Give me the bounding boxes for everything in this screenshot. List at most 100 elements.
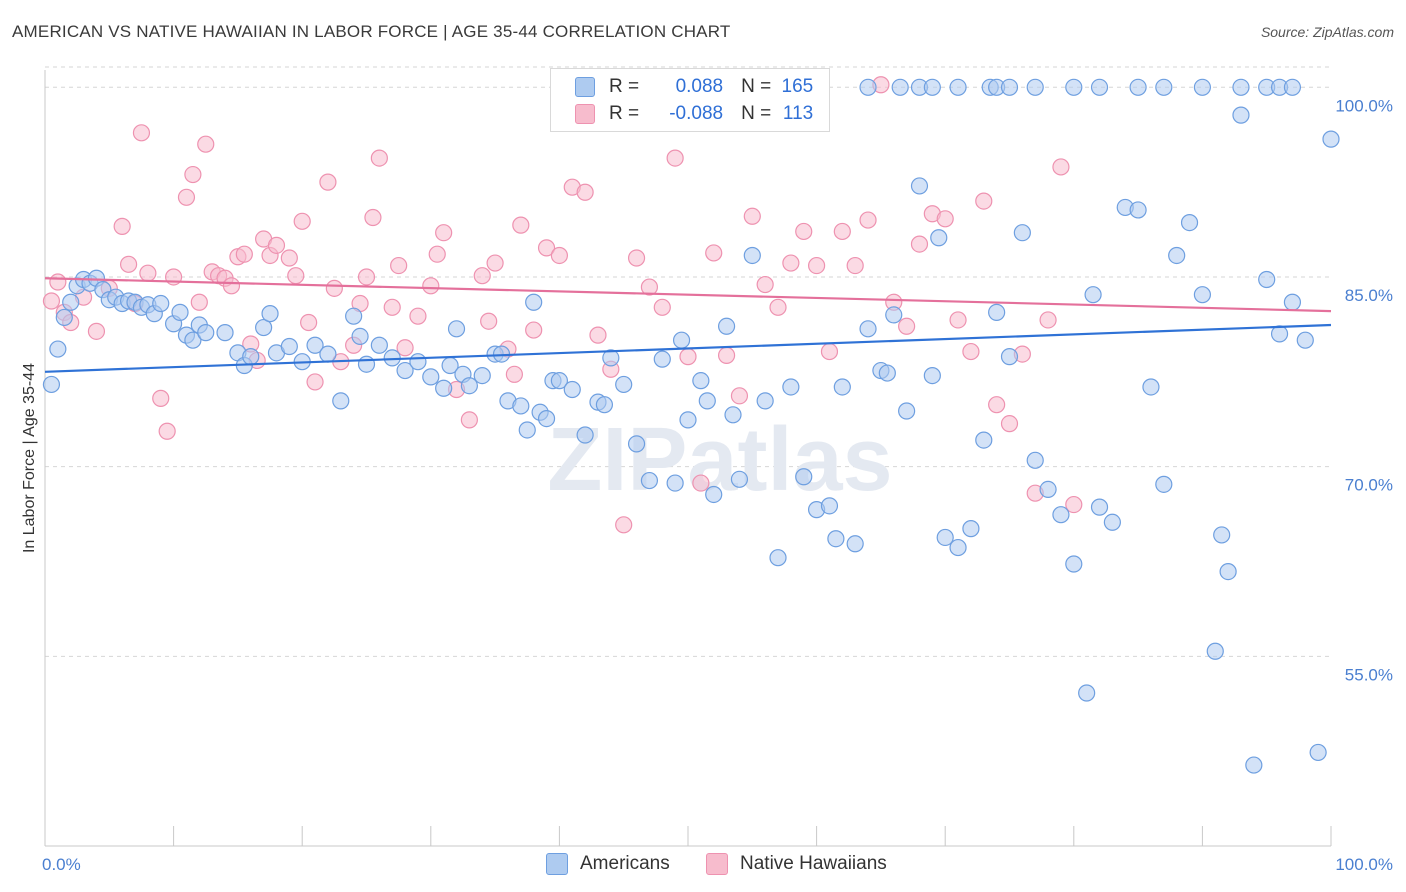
y-tick-label: 55.0% bbox=[1345, 665, 1393, 684]
american-point bbox=[1206, 642, 1224, 660]
american-point bbox=[184, 331, 202, 349]
legend-row-hawaiians: R = -0.088 N = 113 bbox=[575, 102, 813, 126]
bottom-legend-label-americans: Americans bbox=[580, 853, 670, 874]
american-point bbox=[602, 349, 620, 367]
american-point bbox=[525, 293, 543, 311]
american-point bbox=[795, 468, 813, 486]
hawaiian-point bbox=[640, 278, 659, 296]
american-point bbox=[730, 470, 749, 488]
hawaiian-point bbox=[235, 245, 253, 263]
american-point bbox=[833, 378, 851, 396]
hawaiian-point bbox=[653, 298, 671, 316]
american-point bbox=[1090, 78, 1109, 96]
legend-r-label: R = bbox=[609, 76, 640, 97]
hawaiian-point bbox=[615, 516, 633, 534]
bottom-legend-swatch-hawaiians bbox=[706, 853, 728, 875]
legend-n-label: N = bbox=[741, 76, 772, 97]
hawaiian-point bbox=[730, 387, 749, 405]
american-point bbox=[698, 392, 716, 410]
american-point bbox=[576, 426, 594, 444]
hawaiian-point bbox=[962, 342, 980, 361]
hawaiian-point bbox=[113, 217, 131, 235]
american-point bbox=[923, 78, 941, 96]
american-point bbox=[1180, 213, 1199, 232]
american-point bbox=[1129, 78, 1147, 96]
hawaiian-point bbox=[42, 292, 61, 310]
american-point bbox=[1193, 78, 1212, 96]
hawaiian-point bbox=[306, 373, 324, 391]
american-point bbox=[859, 320, 877, 338]
american-point bbox=[537, 409, 556, 428]
american-point bbox=[885, 306, 903, 324]
hawaiian-point bbox=[435, 224, 453, 242]
hawaiian-point bbox=[576, 183, 594, 201]
american-point bbox=[1026, 78, 1044, 96]
american-point bbox=[1155, 78, 1173, 96]
american-point bbox=[55, 308, 73, 327]
american-point bbox=[1296, 331, 1314, 349]
american-point bbox=[859, 78, 877, 96]
american-point bbox=[1039, 480, 1057, 499]
hawaiian-point bbox=[1052, 158, 1070, 176]
axes: 55.0% 70.0% 85.0% 100.0% 0.0% 100.0% bbox=[42, 70, 1393, 874]
hawaiian-point bbox=[756, 275, 774, 294]
american-point bbox=[988, 303, 1006, 321]
hawaiian-point bbox=[679, 348, 697, 366]
american-point bbox=[1283, 293, 1302, 311]
american-point bbox=[910, 177, 929, 195]
legend-n-value-hawaiians: 113 bbox=[782, 103, 814, 124]
american-point bbox=[666, 474, 684, 492]
hawaiian-point bbox=[177, 188, 196, 206]
hawaiian-point bbox=[1000, 415, 1019, 433]
chart-title: AMERICAN VS NATIVE HAWAIIAN IN LABOR FOR… bbox=[12, 22, 731, 41]
american-point bbox=[261, 305, 279, 323]
hawaiian-point bbox=[300, 313, 318, 332]
american-point bbox=[512, 397, 530, 415]
hawaiian-point bbox=[859, 211, 877, 229]
hawaiian-point bbox=[293, 212, 311, 230]
american-point bbox=[306, 336, 324, 354]
hawaiian-point bbox=[190, 293, 208, 311]
american-point bbox=[615, 375, 633, 394]
y-tick-label: 85.0% bbox=[1345, 286, 1393, 305]
hawaiian-point bbox=[383, 298, 401, 316]
hawaiian-point bbox=[422, 277, 440, 295]
american-point bbox=[936, 528, 954, 547]
hawaiian-point bbox=[319, 173, 337, 191]
american-point bbox=[1052, 506, 1070, 524]
hawaiian-point bbox=[910, 235, 929, 253]
american-point bbox=[1103, 513, 1121, 531]
hawaiian-point bbox=[717, 346, 736, 364]
points bbox=[42, 76, 1340, 774]
american-point bbox=[672, 331, 691, 349]
hawaiian-point bbox=[139, 264, 157, 282]
hawaiian-point bbox=[197, 135, 215, 153]
source-label: Source: ZipAtlas.com bbox=[1260, 24, 1394, 40]
american-point bbox=[769, 549, 787, 567]
hawaiian-point bbox=[396, 339, 414, 357]
hawaiian-point bbox=[807, 256, 826, 275]
american-point bbox=[782, 378, 800, 396]
x-tick-label: 0.0% bbox=[42, 855, 81, 874]
american-point bbox=[743, 246, 761, 265]
american-point bbox=[898, 402, 916, 420]
hawaiian-point bbox=[132, 124, 151, 142]
bottom-legend-label-hawaiians: Native Hawaiians bbox=[740, 853, 887, 874]
american-point bbox=[1219, 562, 1237, 581]
hawaiian-point bbox=[833, 222, 851, 241]
hawaiian-point bbox=[119, 255, 138, 273]
american-point bbox=[1270, 325, 1289, 343]
american-point bbox=[724, 406, 742, 424]
american-point bbox=[197, 324, 215, 342]
hawaiian-point bbox=[428, 245, 446, 263]
hawaiian-point bbox=[898, 317, 916, 335]
hawaiian-point bbox=[512, 216, 530, 234]
bottom-legend-americans: Americans bbox=[546, 852, 670, 876]
hawaiian-point bbox=[820, 342, 839, 361]
american-point bbox=[627, 435, 646, 453]
american-point bbox=[949, 538, 967, 557]
american-point bbox=[216, 324, 234, 342]
hawaiian-point bbox=[480, 312, 498, 330]
american-point bbox=[550, 372, 569, 390]
hawaiian-trend-line bbox=[44, 277, 1332, 313]
